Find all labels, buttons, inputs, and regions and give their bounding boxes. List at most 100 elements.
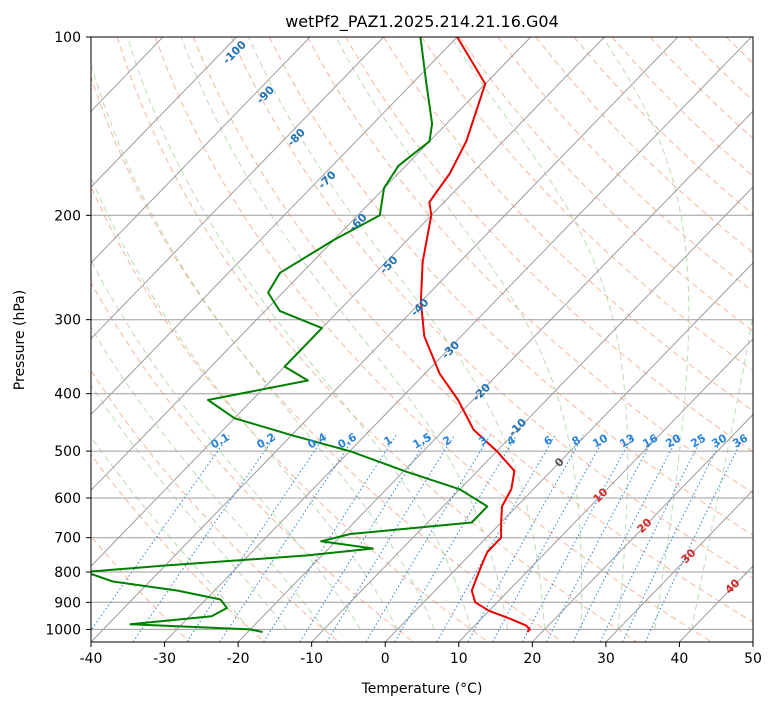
mixing-ratio-label: 10 <box>590 431 610 450</box>
moist-adiabat-line <box>91 436 251 630</box>
dry-adiabat-line <box>725 37 753 64</box>
y-tick-label: 700 <box>54 531 81 547</box>
mixing-ratio-label: 6 <box>542 433 555 448</box>
mixing-ratio-label: 30 <box>709 431 729 450</box>
x-tick-label: -10 <box>300 651 323 667</box>
mixing-ratio-line <box>299 434 431 642</box>
mixing-ratio-label: 16 <box>640 431 660 450</box>
moist-adiabat-label: -90 <box>254 83 277 106</box>
axis-ticks: -40 -30 -20 -10 0 10 20 30 40 5010020030040050060… <box>45 30 762 667</box>
dewpoint-profile <box>91 37 489 633</box>
isotherm-line <box>384 262 753 642</box>
moist-adiabat-line <box>91 176 398 630</box>
mixing-ratio-line <box>394 434 518 642</box>
dry-adiabat-line <box>116 37 638 642</box>
moist-adiabat-line <box>180 37 509 630</box>
dry-adiabat-line <box>91 369 340 642</box>
isotherm-line <box>164 37 752 642</box>
mixing-ratio-label: 0.4 <box>306 430 330 451</box>
dry-adiabat-line <box>91 535 191 642</box>
dry-adiabat-line <box>421 37 753 372</box>
mixing-ratio-label: 20 <box>663 431 683 450</box>
dry-adiabat-line <box>91 453 265 642</box>
mixing-ratio-label: 1.5 <box>411 430 434 451</box>
plot-frame <box>90 36 754 643</box>
moist-adiabat-label: -100 <box>220 38 249 67</box>
mixing-ratio-line <box>436 434 556 642</box>
moist-adiabat-line <box>602 37 690 630</box>
isotherm-line <box>311 186 753 642</box>
mixing-ratio-line <box>546 434 656 642</box>
dry-adiabat-line <box>154 37 713 642</box>
mixing-ratio-line <box>622 434 725 642</box>
x-axis-label: Temperature (°C) <box>361 681 483 697</box>
y-tick-label: 200 <box>54 208 81 224</box>
isotherm-line <box>458 337 753 642</box>
y-tick-label: 900 <box>54 595 81 611</box>
dry-adiabat-line <box>497 37 753 293</box>
moist-adiabat-line <box>126 37 472 630</box>
mixing-ratio-line <box>132 434 277 642</box>
y-tick-label: 500 <box>54 444 81 460</box>
dry-adiabat-line <box>535 37 753 254</box>
dry-adiabat-line <box>91 185 489 642</box>
moist-adiabat-label: -40 <box>408 296 431 319</box>
mixing-ratio-label: 25 <box>688 432 708 451</box>
mixing-ratio-label: 3 <box>477 433 490 448</box>
dry-adiabat-line <box>230 37 753 579</box>
y-tick-label: 400 <box>54 387 81 403</box>
chart-title: wetPf2_PAZ1.2025.214.21.16.G04 <box>285 12 559 32</box>
mixing-ratio-line <box>572 434 680 642</box>
mixing-ratio-line <box>186 434 326 642</box>
moist-adiabat-line <box>91 326 325 630</box>
isotherm-line <box>91 37 532 492</box>
isotherm-line <box>91 37 237 188</box>
y-tick-label: 600 <box>54 491 81 507</box>
x-tick-label: 20 <box>523 651 541 667</box>
background-lines <box>91 37 775 642</box>
isotherm-line <box>605 489 753 642</box>
isotherm-line <box>531 413 753 642</box>
moist-adiabat-label: -70 <box>316 168 339 191</box>
isotherm-line <box>237 110 753 642</box>
mixing-ratio-label: 1 <box>382 433 395 448</box>
dry-adiabat-line <box>91 281 414 642</box>
dry-adiabat-line <box>764 37 775 642</box>
y-tick-label: 300 <box>54 313 81 329</box>
mixing-ratio-line <box>263 434 397 642</box>
mixing-ratio-line <box>522 434 634 642</box>
moist-adiabat-line <box>450 37 629 630</box>
profile-series <box>91 37 531 633</box>
mixing-ratio-label: 0.6 <box>336 430 360 451</box>
mixing-ratio-line <box>644 434 745 642</box>
isotherm-line <box>91 37 311 264</box>
mixing-ratio-label: 2 <box>441 433 454 448</box>
x-tick-label: 30 <box>597 651 615 667</box>
dry-adiabat-line <box>91 75 563 642</box>
y-tick-label: 100 <box>54 30 81 46</box>
dry-adiabat-line <box>345 37 753 453</box>
isotherm-line <box>91 37 458 416</box>
mixing-ratio-label: 13 <box>617 432 637 451</box>
mixing-ratio-line <box>326 434 455 642</box>
x-tick-label: 10 <box>450 651 468 667</box>
dry-adiabat-line <box>383 37 753 412</box>
moist-adiabat-line <box>91 259 362 630</box>
x-tick-label: 40 <box>671 651 689 667</box>
x-tick-label: 50 <box>744 651 762 667</box>
moist-adiabat-line <box>691 311 753 630</box>
moist-adiabat-label: -50 <box>377 253 400 276</box>
temperature-profile <box>419 37 531 633</box>
mixing-ratio-label: 0.1 <box>209 430 232 451</box>
moist-adiabat-line <box>335 37 583 630</box>
dry-adiabat-line <box>687 37 753 102</box>
isotherm-line <box>91 37 384 340</box>
x-tick-label: -20 <box>227 651 250 667</box>
isotherm-line <box>91 37 679 642</box>
moist-adiabat-line <box>91 62 435 630</box>
isotherm-line <box>752 641 753 642</box>
dry-adiabat-line <box>649 37 753 139</box>
moist-adiabat-label: -20 <box>470 381 493 404</box>
dry-adiabat-line <box>192 37 753 623</box>
